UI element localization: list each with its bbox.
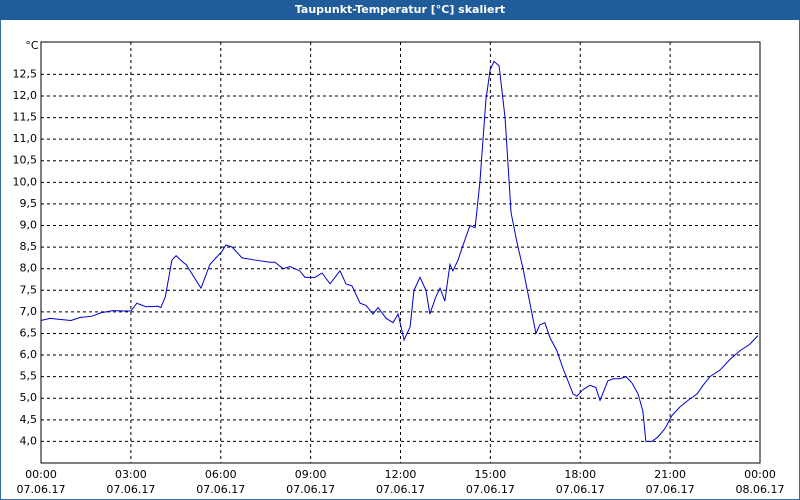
chart-title: Taupunkt-Temperatur [°C] skaliert [295, 3, 505, 16]
y-tick-label: 9,0 [20, 219, 38, 232]
y-tick-label: 4,5 [20, 413, 38, 426]
x-tick-label: 09:00 [295, 468, 327, 481]
y-tick-label: 7,0 [20, 305, 38, 318]
y-tick-label: 10,5 [13, 154, 38, 167]
y-tick-label: 10,0 [13, 175, 38, 188]
x-tick-date: 07.06.17 [17, 483, 66, 496]
x-tick-label: 15:00 [475, 468, 507, 481]
x-tick-label: 06:00 [205, 468, 237, 481]
y-tick-label: 9,5 [20, 197, 38, 210]
y-tick-label: 8,0 [20, 262, 38, 275]
data-line [40, 60, 759, 442]
y-tick-label: 11,0 [13, 132, 38, 145]
y-tick-label: 12,0 [13, 89, 38, 102]
x-tick-label: 12:00 [385, 468, 417, 481]
y-tick-label: 5,0 [20, 391, 38, 404]
x-tick-date: 07.06.17 [196, 483, 245, 496]
x-tick-label: 03:00 [115, 468, 147, 481]
y-tick-label: 6,5 [20, 326, 38, 339]
x-tick-date: 07.06.17 [286, 483, 335, 496]
y-tick-label: 6,0 [20, 348, 38, 361]
y-tick-label: 4,0 [20, 434, 38, 447]
y-unit: °C [25, 39, 39, 52]
y-tick-label: 5,5 [20, 370, 38, 383]
x-tick-date: 07.06.17 [646, 483, 695, 496]
x-tick-label: 00:00 [744, 468, 776, 481]
y-tick-label: 12,5 [13, 67, 38, 80]
x-tick-label: 18:00 [564, 468, 596, 481]
y-tick-label: 8,5 [20, 240, 38, 253]
x-tick-label: 21:00 [654, 468, 686, 481]
x-tick-date: 08.06.17 [736, 483, 785, 496]
x-tick-date: 07.06.17 [376, 483, 425, 496]
y-tick-label: 7,5 [20, 283, 38, 296]
y-tick-label: 11,5 [13, 111, 38, 124]
x-tick-date: 07.06.17 [106, 483, 155, 496]
x-tick-label: 00:00 [25, 468, 57, 481]
x-tick-date: 07.06.17 [466, 483, 515, 496]
x-tick-date: 07.06.17 [556, 483, 605, 496]
title-bar [0, 0, 800, 20]
